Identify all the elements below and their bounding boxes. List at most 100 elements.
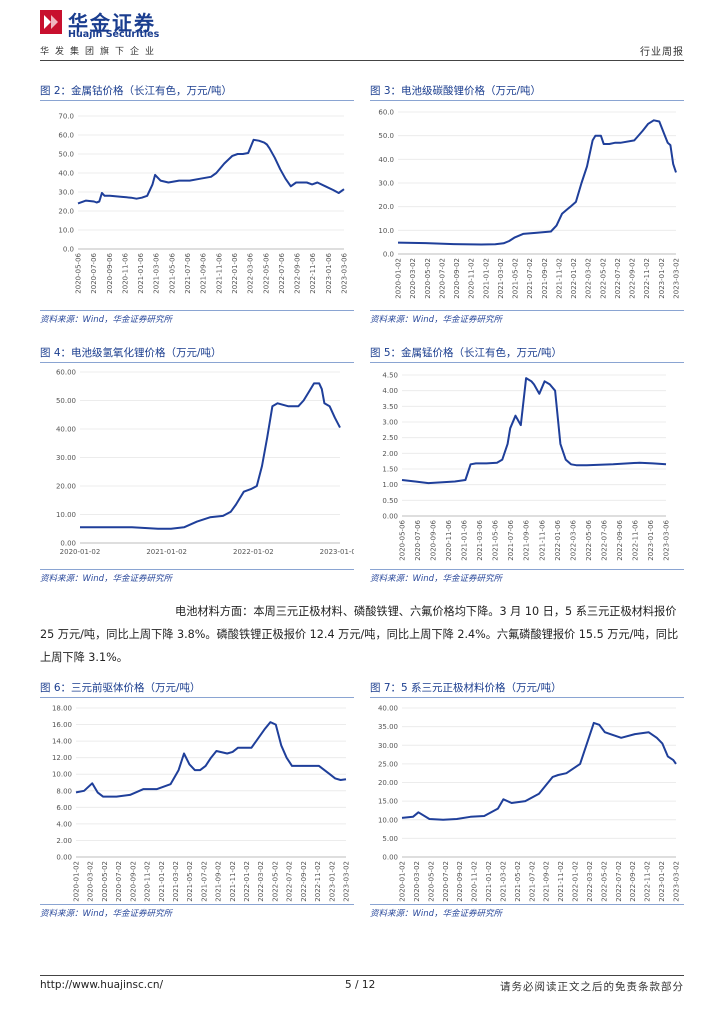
- y-tick-label: 4.50: [382, 372, 398, 380]
- y-tick-label: 12.00: [52, 754, 72, 762]
- y-tick-label: 40.00: [378, 705, 398, 713]
- x-tick-label: 2023-03-02: [343, 861, 351, 902]
- x-tick-label: 2020-11-06: [121, 252, 129, 293]
- y-tick-label: 60.00: [56, 369, 76, 377]
- x-tick-label: 2020-03-02: [87, 861, 95, 902]
- x-tick-label: 2022-05-06: [585, 519, 593, 560]
- x-tick-label: 2022-09-06: [294, 252, 302, 293]
- y-tick-label: 50.0: [58, 151, 74, 159]
- y-tick-label: 1.50: [382, 466, 398, 474]
- x-tick-label: 2022-09-02: [629, 861, 637, 902]
- x-tick-label: 2020-07-06: [414, 519, 422, 560]
- figure-4-chart: 0.00 10.00 20.00 30.00 40.00 50.00 60.00 2020-0…: [56, 369, 354, 557]
- price-series-line: [80, 382, 341, 530]
- y-tick-label: 60.0: [58, 132, 74, 140]
- x-tick-label: 2021-11-02: [555, 258, 563, 299]
- x-tick-label: 2023-03-02: [673, 861, 681, 902]
- report-type: 行业周报: [640, 47, 684, 58]
- figure-5-title-rule: [370, 362, 684, 363]
- x-tick-label: 2021-05-02: [514, 861, 522, 902]
- x-tick-label: 2021-03-06: [476, 519, 484, 560]
- y-tick-label: 14.00: [52, 738, 72, 746]
- website-link[interactable]: http://www.huajinsc.cn/: [40, 979, 164, 991]
- x-tick-label: 2022-11-06: [309, 252, 317, 293]
- x-tick-label: 2020-09-06: [430, 519, 438, 560]
- x-tick-label: 2021-01-02: [482, 258, 490, 299]
- y-tick-label: 40.0: [58, 170, 74, 178]
- x-tick-label: 2022-03-06: [569, 519, 577, 560]
- x-tick-label: 2022-07-02: [614, 258, 622, 299]
- x-tick-label: 2022-11-06: [631, 519, 639, 560]
- battery-materials-paragraph: 电池材料方面：本周三元正极材料、磷酸铁锂、六氟价格均下降。3 月 10 日，5 …: [40, 600, 684, 669]
- x-tick-label: 2020-07-02: [115, 861, 123, 902]
- figure-7-source-rule: [370, 904, 684, 905]
- price-series-line: [77, 138, 345, 205]
- x-tick-label: 2022-09-02: [300, 861, 308, 902]
- x-tick-label: 2020-09-02: [453, 258, 461, 299]
- x-tick-label: 2020-03-02: [409, 258, 417, 299]
- y-tick-label: 0.0: [383, 251, 394, 259]
- x-tick-label: 2021-03-02: [497, 258, 505, 299]
- x-tick-label: 2022-11-02: [314, 861, 322, 902]
- x-tick-label: 2021-01-02: [485, 861, 493, 902]
- figure-5-source: 资料来源：Wind，华金证券研究所: [370, 574, 503, 584]
- x-tick-label: 2020-05-02: [101, 861, 109, 902]
- x-tick-label: 2023-01-02: [328, 861, 336, 902]
- x-tick-label: 2022-01-06: [554, 519, 562, 560]
- x-tick-label: 2020-07-02: [438, 258, 446, 299]
- y-tick-label: 25.00: [378, 760, 398, 768]
- x-tick-label: 2020-11-02: [471, 861, 479, 902]
- y-tick-label: 6.00: [56, 804, 72, 812]
- x-tick-label: 2021-01-06: [461, 519, 469, 560]
- figure-2-source: 资料来源：Wind，华金证券研究所: [40, 315, 173, 325]
- x-tick-label: 2020-07-06: [90, 252, 98, 293]
- y-tick-label: 20.0: [58, 208, 74, 216]
- x-tick-label: 2021-07-02: [200, 861, 208, 902]
- figure-6-chart: 0.00 2.00 4.00 6.00 8.00 10.00 12.00 14.00 16.00…: [52, 705, 351, 902]
- x-tick-label: 2022-05-06: [262, 252, 270, 293]
- x-tick-label: 2021-11-06: [538, 519, 546, 560]
- figure-6-title: 图 6：三元前驱体价格（万元/吨）: [40, 682, 201, 694]
- x-tick-label: 2023-01-02: [658, 258, 666, 299]
- y-tick-label: 35.00: [378, 723, 398, 731]
- header-divider: [40, 60, 684, 61]
- x-tick-label: 2021-11-02: [229, 861, 237, 902]
- x-tick-label: 2020-01-02: [60, 548, 101, 556]
- x-tick-label: 2023-01-02: [658, 861, 666, 902]
- x-tick-label: 2022-01-02: [243, 861, 251, 902]
- figure-6-title-rule: [40, 697, 354, 698]
- y-tick-label: 3.50: [382, 403, 398, 411]
- x-tick-label: 2022-03-06: [247, 252, 255, 293]
- x-tick-label: 2021-09-02: [215, 861, 223, 902]
- y-tick-label: 0.50: [382, 497, 398, 505]
- x-tick-label: 2022-01-02: [570, 258, 578, 299]
- y-tick-label: 4.00: [382, 387, 398, 395]
- y-tick-label: 3.00: [382, 419, 398, 427]
- y-tick-label: 10.00: [378, 816, 398, 824]
- y-tick-label: 1.00: [382, 481, 398, 489]
- company-name-en: Huajin Securities: [68, 29, 160, 40]
- x-tick-label: 2022-03-02: [585, 258, 593, 299]
- x-tick-label: 2022-07-06: [600, 519, 608, 560]
- x-tick-label: 2021-01-02: [146, 548, 187, 556]
- y-tick-label: 20.00: [56, 483, 76, 491]
- x-tick-label: 2022-05-02: [599, 258, 607, 299]
- y-tick-label: 2.00: [382, 450, 398, 458]
- y-tick-label: 20.0: [378, 203, 394, 211]
- x-tick-label: 2022-01-02: [572, 861, 580, 902]
- x-tick-label: 2021-09-06: [523, 519, 531, 560]
- x-tick-label: 2020-05-06: [75, 252, 83, 293]
- y-tick-label: 10.0: [378, 227, 394, 235]
- figure-5-title: 图 5：金属锰价格（长江有色，万元/吨）: [370, 347, 563, 359]
- y-tick-label: 50.00: [56, 397, 76, 405]
- x-tick-label: 2021-05-02: [186, 861, 194, 902]
- y-tick-label: 10.00: [52, 771, 72, 779]
- x-tick-label: 2021-03-02: [499, 861, 507, 902]
- y-tick-label: 18.00: [52, 705, 72, 713]
- x-tick-label: 2021-09-02: [543, 861, 551, 902]
- y-tick-label: 16.00: [52, 721, 72, 729]
- figure-2-source-rule: [40, 310, 354, 311]
- x-tick-label: 2022-03-02: [586, 861, 594, 902]
- x-tick-label: 2022-05-02: [271, 861, 279, 902]
- y-tick-label: 10.00: [56, 511, 76, 519]
